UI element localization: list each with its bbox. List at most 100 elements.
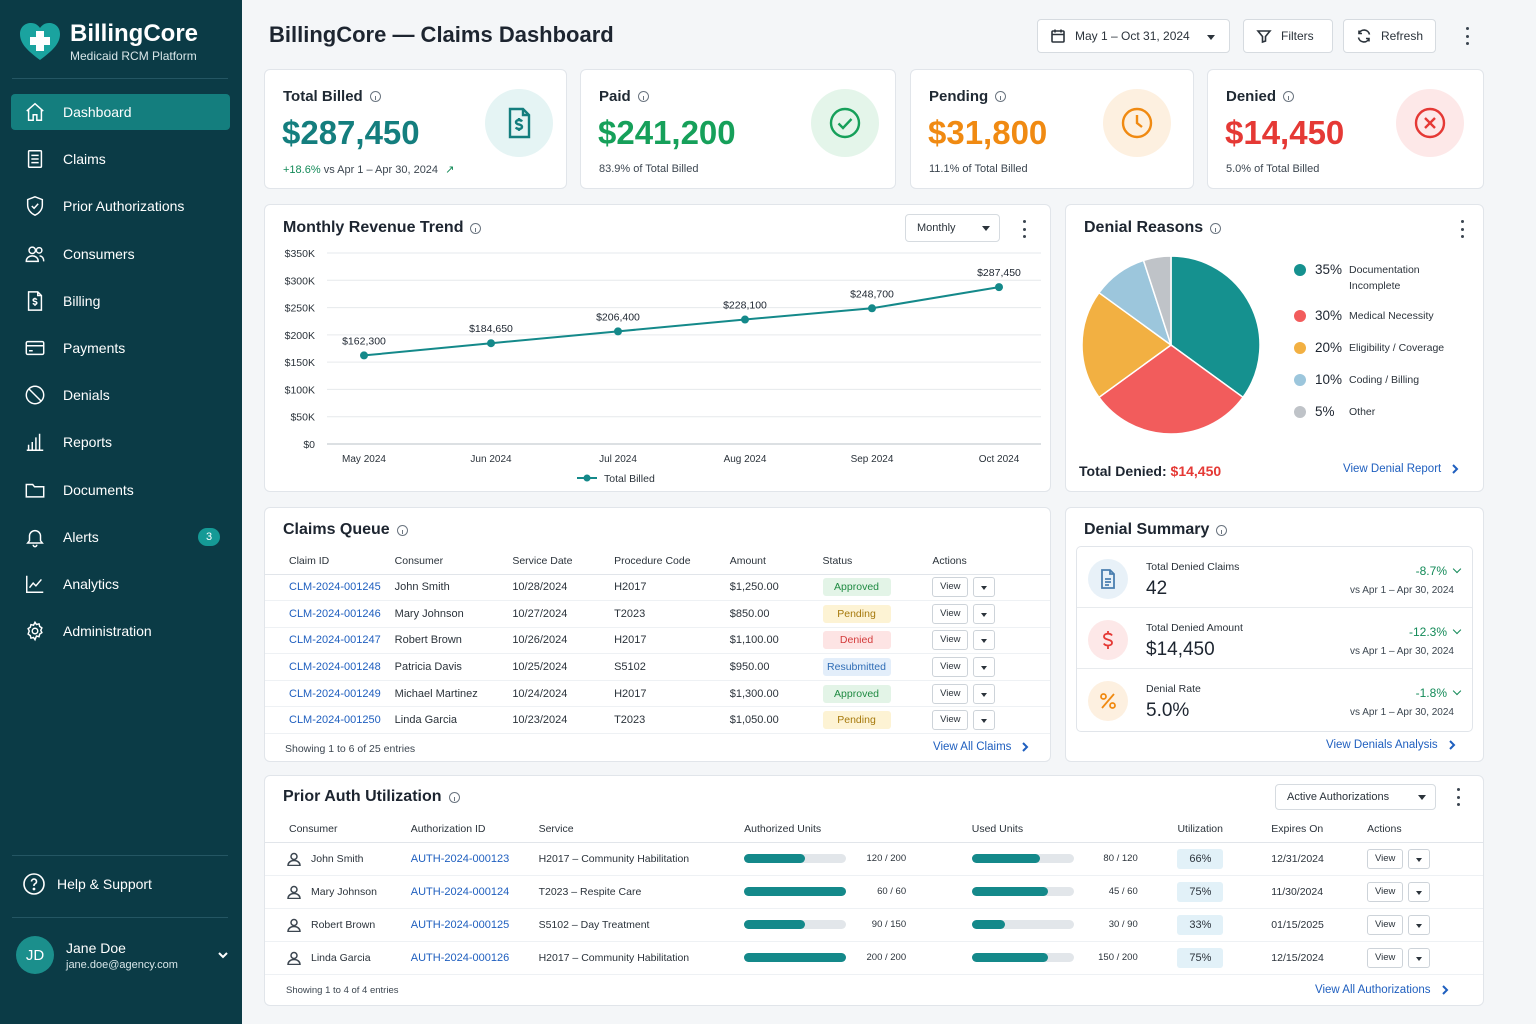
view-button[interactable]: View	[932, 710, 969, 731]
chevron-down-icon[interactable]	[1408, 848, 1431, 869]
chevron-down-icon[interactable]	[216, 948, 230, 962]
chevron-down-icon[interactable]	[973, 683, 996, 704]
table-row[interactable]: CLM-2024-001247 Robert Brown 10/26/2024 …	[265, 627, 1050, 655]
claim-id-link[interactable]: CLM-2024-001246	[289, 607, 381, 620]
pie-slice[interactable]	[1097, 344, 1245, 435]
date-range-picker[interactable]: May 1 – Oct 31, 2024	[1037, 19, 1230, 53]
chevron-down-icon[interactable]	[1408, 947, 1431, 968]
sidebar-item-label: Reports	[63, 434, 113, 451]
sidebar-item-documents[interactable]: Documents	[11, 472, 230, 508]
authorization-id-link[interactable]: AUTH-2024-000126	[410, 951, 510, 964]
more-options-icon[interactable]	[1455, 788, 1461, 806]
view-button[interactable]: View	[1367, 914, 1404, 935]
caret-down-icon	[1418, 795, 1426, 800]
table-row[interactable]: CLM-2024-001249 Michael Martinez 10/24/2…	[265, 680, 1050, 708]
pie-slice[interactable]	[1170, 255, 1261, 399]
data-point	[868, 304, 876, 313]
authorization-id-link[interactable]: AUTH-2024-000125	[410, 918, 510, 931]
claims-showing: Showing 1 to 6 of 25 entries	[285, 743, 416, 755]
claim-id-link[interactable]: CLM-2024-001247	[289, 634, 381, 647]
table-row[interactable]: CLM-2024-001250 Linda Garcia 10/23/2024 …	[265, 706, 1050, 735]
more-options-icon[interactable]	[1021, 220, 1027, 238]
authorization-id-link[interactable]: AUTH-2024-000124	[410, 885, 510, 898]
more-options-icon[interactable]	[1459, 220, 1465, 238]
view-denial-report-link[interactable]: View Denial Report	[1343, 463, 1460, 475]
column-header: Expires On	[1271, 816, 1368, 843]
table-row[interactable]: Mary Johnson AUTH-2024-000124 T2023 – Re…	[265, 875, 1483, 909]
sidebar-item-consumers[interactable]: Consumers	[11, 236, 230, 272]
table-row[interactable]: CLM-2024-001245 John Smith 10/28/2024 H2…	[265, 574, 1050, 602]
sidebar-item-label: Payments	[63, 339, 126, 356]
table-row[interactable]: CLM-2024-001246 Mary Johnson 10/27/2024 …	[265, 600, 1050, 628]
sidebar-divider	[12, 78, 228, 79]
info-icon[interactable]	[448, 791, 460, 803]
page-title: BillingCore — Claims Dashboard	[269, 22, 614, 47]
claim-id-link[interactable]: CLM-2024-001248	[289, 661, 381, 674]
info-icon[interactable]	[637, 91, 649, 102]
view-all-claims-link[interactable]: View All Claims	[933, 741, 1030, 753]
view-button[interactable]: View	[932, 603, 969, 624]
brand[interactable]: BillingCore Medicaid RCM Platform	[18, 20, 198, 64]
claim-id-link[interactable]: CLM-2024-001245	[289, 581, 381, 594]
info-icon[interactable]	[1283, 91, 1295, 102]
sidebar-item-alerts[interactable]: Alerts 3	[11, 519, 230, 555]
help-support-link[interactable]: Help & Support	[22, 872, 152, 896]
column-header: Claim ID	[265, 548, 395, 575]
chevron-down-icon[interactable]	[973, 630, 996, 651]
refresh-button[interactable]: Refresh	[1343, 19, 1436, 53]
sidebar-item-administration[interactable]: Administration	[11, 613, 230, 649]
user-menu[interactable]: JD Jane Doe jane.doe@agency.com	[16, 936, 230, 974]
view-button[interactable]: View	[1367, 947, 1404, 968]
view-button[interactable]: View	[932, 577, 969, 598]
kpi-label-text: Pending	[929, 88, 989, 105]
view-all-authorizations-link[interactable]: View All Authorizations	[1315, 984, 1450, 996]
status-badge: Approved	[822, 578, 891, 597]
chevron-down-icon[interactable]	[973, 577, 996, 598]
table-row[interactable]: CLM-2024-001248 Patricia Davis 10/25/202…	[265, 653, 1050, 681]
table-row[interactable]: John Smith AUTH-2024-000123 H2017 – Comm…	[265, 842, 1483, 876]
info-icon[interactable]	[470, 222, 482, 234]
filters-button[interactable]: Filters	[1243, 19, 1333, 53]
chevron-down-icon[interactable]	[1408, 881, 1431, 902]
authorization-id-link[interactable]: AUTH-2024-000123	[410, 852, 510, 865]
total-denied-label: Total Denied:	[1079, 463, 1167, 479]
pie-slice[interactable]	[1081, 291, 1173, 399]
chevron-down-icon[interactable]	[973, 710, 996, 731]
sidebar-item-prior-authorizations[interactable]: Prior Authorizations	[11, 188, 230, 224]
sidebar-item-billing[interactable]: Billing	[11, 283, 230, 319]
table-row[interactable]: Linda Garcia AUTH-2024-000126 H2017 – Co…	[265, 941, 1483, 975]
sidebar-item-payments[interactable]: Payments	[11, 330, 230, 366]
service-date-cell: 10/25/2024	[512, 653, 615, 681]
sidebar-item-dashboard[interactable]: Dashboard	[11, 94, 230, 130]
more-options-icon[interactable]	[1464, 27, 1470, 45]
denial-summary-item: Total Denied Claims 42 -8.7% vs Apr 1 – …	[1077, 547, 1472, 608]
authorization-filter-dropdown[interactable]: Active Authorizations	[1275, 784, 1436, 810]
filter-value: Active Authorizations	[1287, 791, 1390, 803]
view-button[interactable]: View	[1367, 881, 1404, 902]
sidebar-item-analytics[interactable]: Analytics	[11, 566, 230, 602]
sidebar-item-reports[interactable]: Reports	[11, 424, 230, 460]
pie-slice[interactable]	[1142, 255, 1172, 346]
y-tick-label: $300K	[285, 275, 315, 287]
period-dropdown[interactable]: Monthly	[905, 214, 1000, 242]
chevron-down-icon[interactable]	[1408, 914, 1431, 935]
info-icon[interactable]	[995, 91, 1007, 102]
column-header: Authorization ID	[410, 816, 539, 843]
view-button[interactable]: View	[1367, 848, 1404, 869]
claim-id-link[interactable]: CLM-2024-001250	[289, 714, 381, 727]
sidebar-item-claims[interactable]: Claims	[11, 141, 230, 177]
info-icon[interactable]	[1216, 524, 1228, 536]
chevron-down-icon[interactable]	[973, 603, 996, 624]
claim-id-link[interactable]: CLM-2024-001249	[289, 687, 381, 700]
chevron-down-icon[interactable]	[973, 657, 996, 678]
sidebar-item-denials[interactable]: Denials	[11, 377, 230, 413]
view-denials-analysis-link[interactable]: View Denials Analysis	[1326, 739, 1457, 751]
info-icon[interactable]	[1210, 222, 1222, 234]
view-button[interactable]: View	[932, 657, 969, 678]
info-icon[interactable]	[396, 524, 408, 536]
view-button[interactable]: View	[932, 683, 969, 704]
view-button[interactable]: View	[932, 630, 969, 651]
info-icon[interactable]	[369, 91, 381, 102]
table-row[interactable]: Robert Brown AUTH-2024-000125 S5102 – Da…	[265, 908, 1483, 942]
status-badge: Pending	[822, 604, 891, 623]
